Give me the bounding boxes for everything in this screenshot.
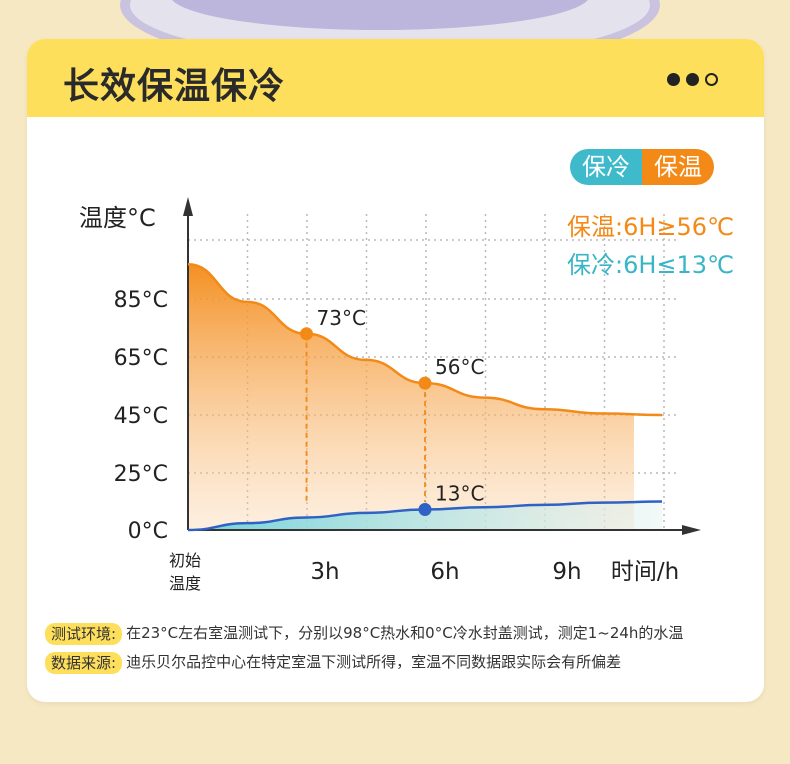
y-axis-arrow — [183, 197, 193, 216]
summary-warm: 保温:6H≥56℃ — [566, 213, 734, 241]
info-card: 长效保温保冷 73°C 56°C 13°C 0°C 25°C 45°C 65°C 85°C 温度… — [27, 39, 764, 702]
y-tick-label: 45°C — [114, 404, 168, 429]
pager-dot-1[interactable] — [667, 73, 680, 86]
card-header: 长效保温保冷 — [27, 39, 764, 117]
series-line-0 — [187, 262, 663, 417]
data-label-2: 13°C — [435, 481, 484, 505]
x-tick-label: 温度 — [169, 574, 201, 593]
legend-warm: 保温 — [642, 149, 714, 185]
data-point-1 — [418, 376, 432, 390]
note-test-env: 测试环境: 在23°C左右室温测试下，分别以98°C热水和0°C冷水封盖测试，测… — [45, 619, 683, 648]
legend-cold: 保冷 — [570, 149, 642, 185]
pager-dots — [667, 73, 718, 86]
y-axis-label: 温度°C — [79, 204, 156, 232]
x-axis-arrow — [682, 525, 701, 535]
pager-dot-2[interactable] — [686, 73, 699, 86]
data-point-2 — [418, 502, 432, 516]
note-text: 在23°C左右室温测试下，分别以98°C热水和0°C冷水封盖测试，测定1~24h… — [126, 624, 684, 642]
data-label-0: 73°C — [317, 306, 366, 330]
note-data-source: 数据来源: 迪乐贝尔品控中心在特定室温下测试所得，室温不同数据跟实际会有所偏差 — [45, 648, 683, 677]
y-tick-label: 65°C — [114, 346, 168, 371]
y-tick-label: 85°C — [114, 288, 168, 313]
pager-dot-3[interactable] — [705, 73, 718, 86]
x-tick-label: 3h — [310, 559, 339, 585]
note-tag: 测试环境: — [45, 622, 123, 645]
legend: 保冷 保温 — [570, 149, 714, 185]
x-tick-label: 6h — [430, 559, 459, 585]
summary-cold: 保冷:6H≤13℃ — [566, 251, 734, 279]
note-text: 迪乐贝尔品控中心在特定室温下测试所得，室温不同数据跟实际会有所偏差 — [126, 653, 622, 671]
x-tick-label: 初始 — [169, 551, 201, 570]
note-tag: 数据来源: — [45, 651, 123, 674]
x-tick-label: 9h — [552, 559, 581, 585]
data-point-0 — [300, 327, 313, 341]
data-label-1: 56°C — [435, 355, 484, 379]
x-axis-label: 时间/h — [611, 559, 679, 585]
y-tick-label: 25°C — [114, 462, 168, 487]
notes: 测试环境: 在23°C左右室温测试下，分别以98°C热水和0°C冷水封盖测试，测… — [45, 619, 683, 677]
page-title: 长效保温保冷 — [63, 66, 286, 107]
y-tick-label: 0°C — [128, 519, 168, 544]
